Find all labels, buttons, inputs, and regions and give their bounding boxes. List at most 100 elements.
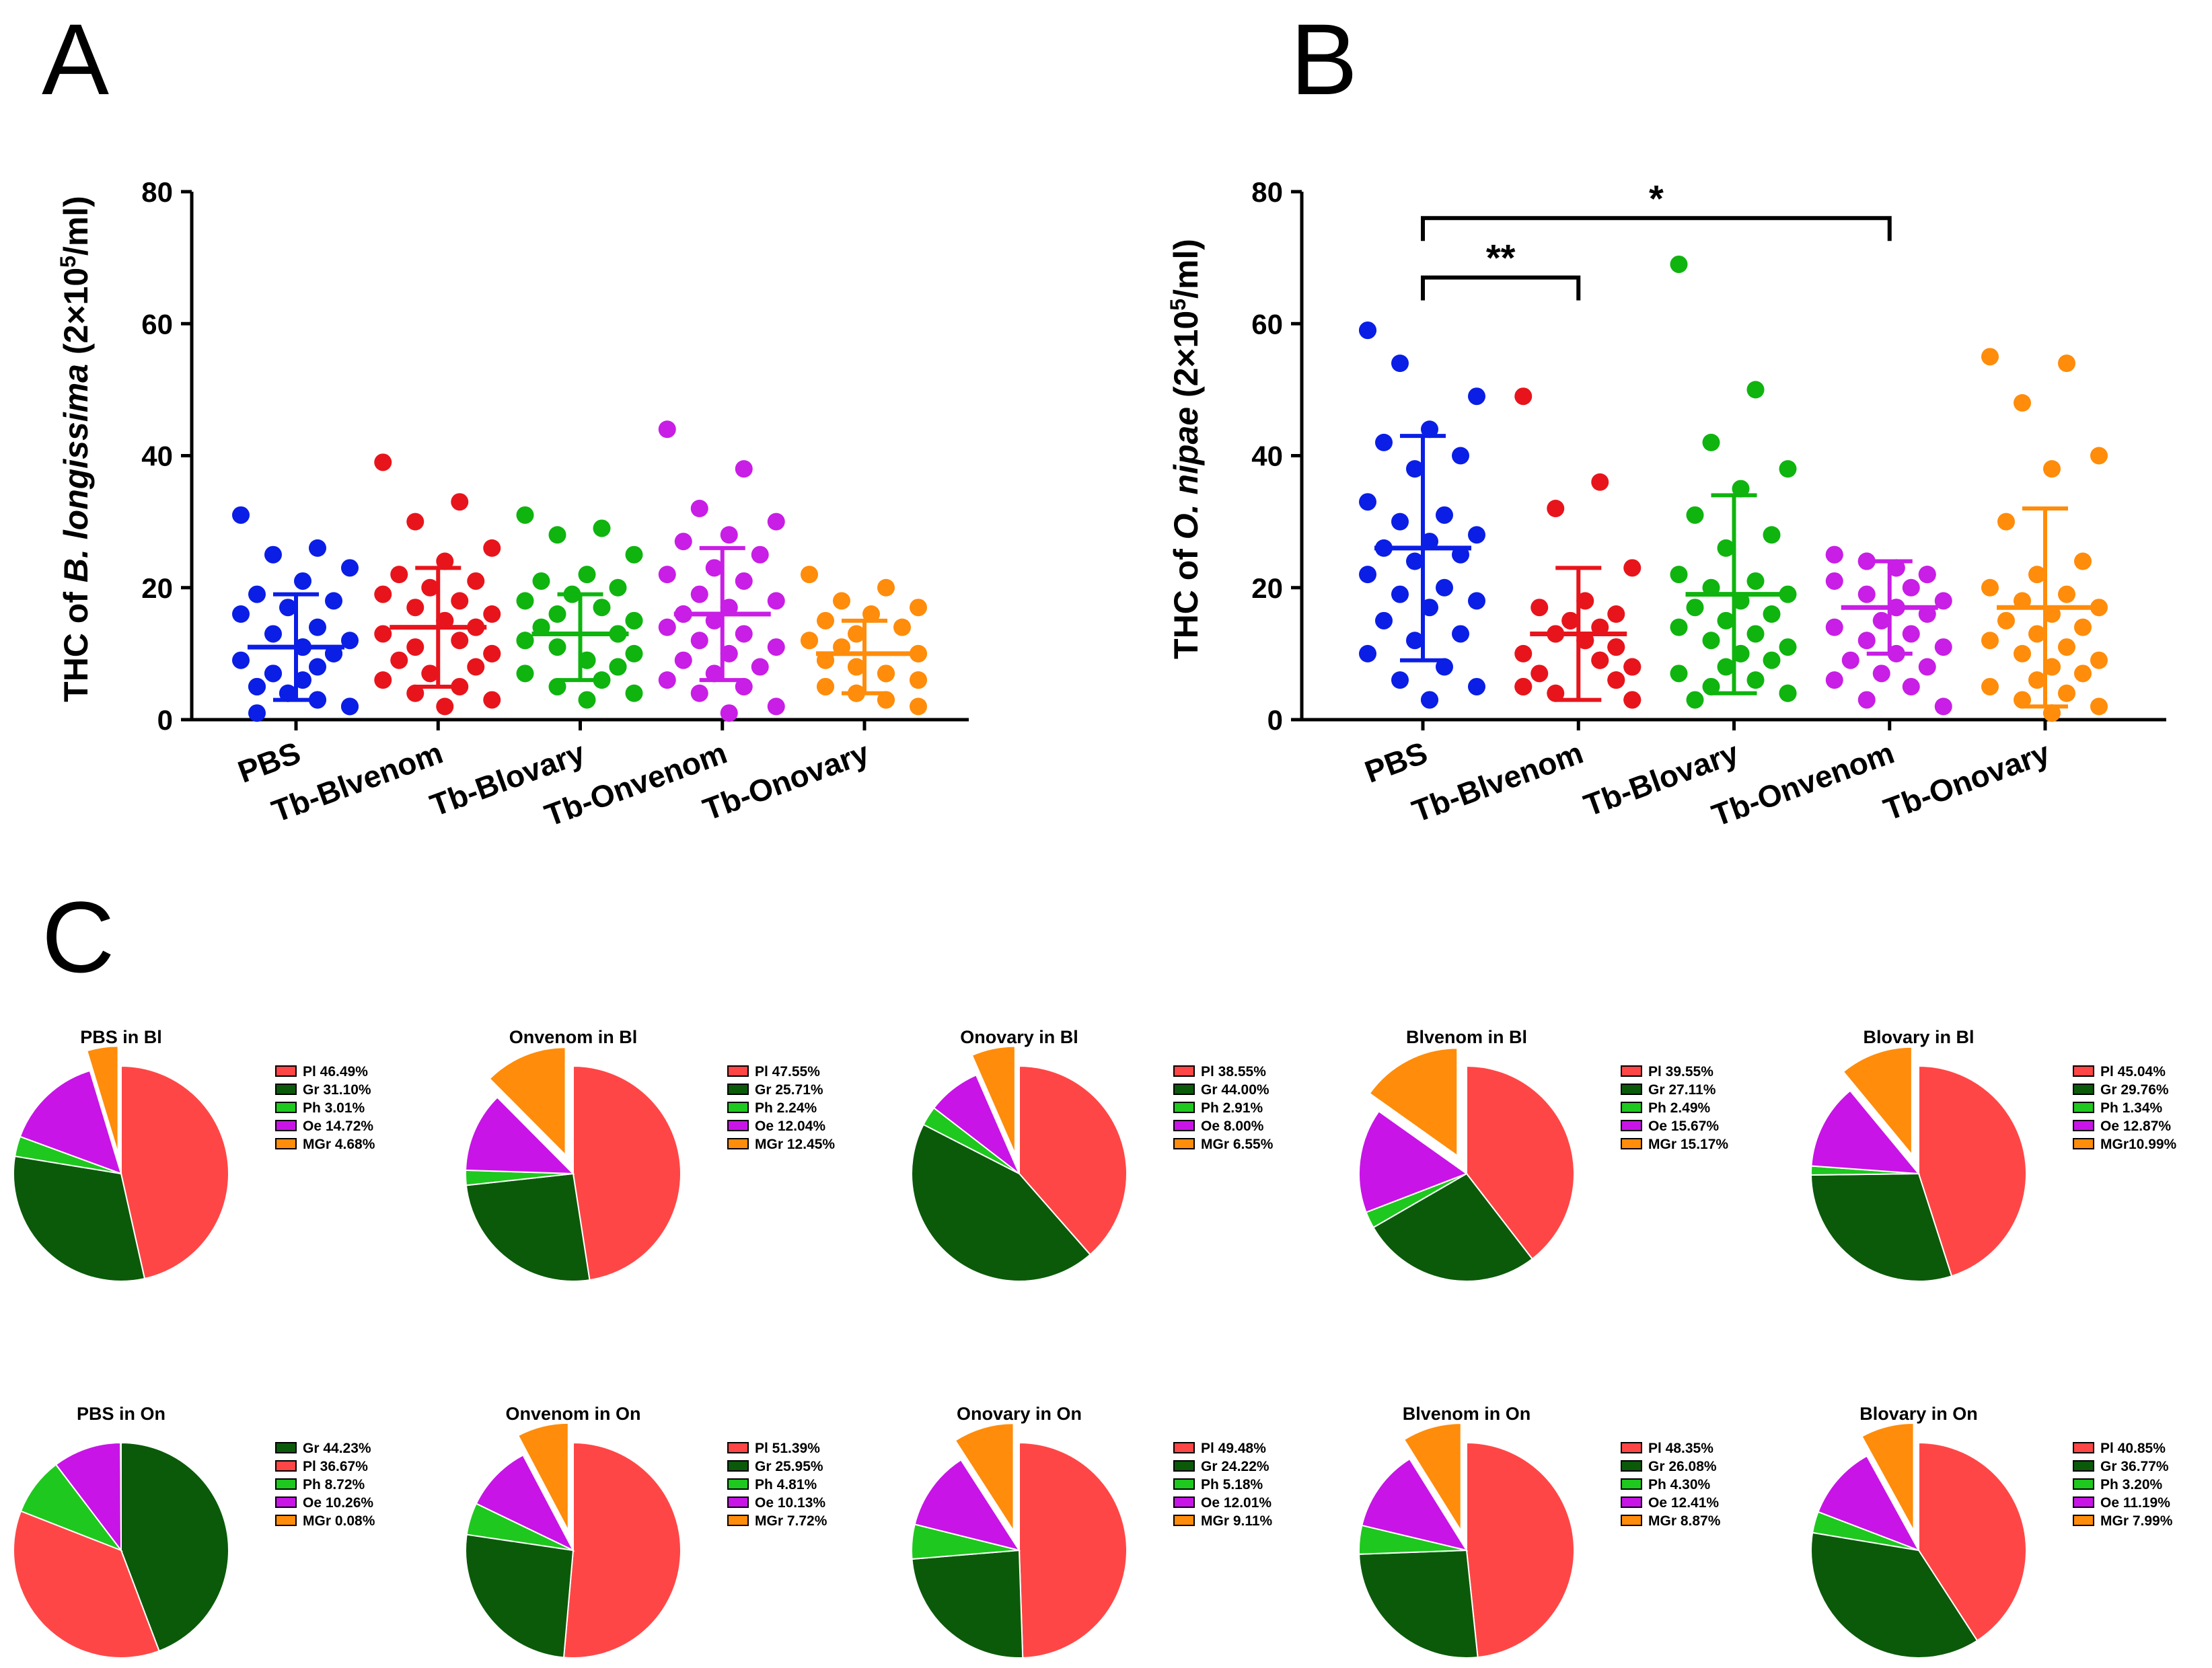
data-point	[374, 671, 392, 689]
data-point	[2043, 704, 2061, 722]
y-tick-label: 0	[1267, 704, 1283, 736]
data-point	[1468, 592, 1485, 610]
data-point	[578, 651, 596, 669]
legend-label: Gr 25.95%	[755, 1459, 823, 1474]
pie-title: PBS in On	[77, 1404, 165, 1424]
series-tb-blvenom	[1514, 387, 1642, 709]
data-point	[735, 625, 753, 643]
data-point	[625, 644, 643, 662]
pie-8: Onovary in On Pl 49.48% Gr 24.22% Ph 5.18% O…	[911, 1404, 1273, 1659]
legend-label: Gr 36.77%	[2100, 1459, 2169, 1474]
legend-label: Ph 4.81%	[755, 1477, 817, 1492]
data-point	[341, 559, 359, 577]
legend-label: Ph 5.18%	[1201, 1477, 1263, 1492]
data-point	[2090, 447, 2108, 465]
data-point	[767, 592, 785, 610]
data-point	[1670, 665, 1688, 683]
data-point	[1779, 684, 1797, 702]
data-point	[325, 592, 342, 610]
data-point	[374, 625, 392, 643]
data-point	[1436, 578, 1453, 597]
legend-label: Ph 2.24%	[755, 1100, 817, 1116]
data-point	[1359, 493, 1376, 511]
legend-label: Pl 51.39%	[755, 1441, 820, 1456]
data-point	[279, 599, 297, 617]
pie-slice-gr	[1358, 1549, 1479, 1659]
legend-swatch	[727, 1138, 749, 1149]
pie-slice-pl	[1466, 1441, 1576, 1659]
y-tick-label: 80	[1251, 176, 1283, 208]
data-point	[1702, 433, 1720, 451]
legend-label: MGr 15.17%	[1648, 1137, 1728, 1152]
legend-swatch	[275, 1478, 297, 1490]
data-point	[1607, 671, 1625, 689]
data-point	[1763, 605, 1781, 623]
data-point	[2014, 394, 2031, 412]
data-point	[1514, 677, 1533, 695]
data-point	[1359, 644, 1376, 662]
legend-label: Oe 11.19%	[2100, 1495, 2170, 1511]
data-point	[1825, 671, 1843, 689]
data-point	[248, 704, 266, 722]
data-point	[751, 545, 769, 564]
legend-label: Pl 39.55%	[1648, 1064, 1713, 1079]
data-point	[1623, 658, 1642, 676]
data-point	[1934, 697, 1952, 716]
data-point	[374, 453, 392, 471]
y-title-unit-end: /ml)	[57, 196, 95, 256]
data-point	[877, 665, 895, 683]
data-point	[1547, 684, 1565, 702]
pie-slice-oe	[1358, 1110, 1469, 1213]
data-point	[309, 539, 326, 557]
data-point	[1576, 592, 1594, 610]
data-point	[833, 592, 850, 610]
data-point	[2074, 665, 2092, 683]
data-point	[406, 638, 425, 656]
data-point	[1591, 473, 1609, 491]
data-point	[1468, 526, 1485, 544]
legend-swatch	[727, 1515, 749, 1526]
data-point	[1468, 387, 1485, 406]
legend-swatch	[2073, 1496, 2094, 1508]
series-tb-onvenom	[658, 420, 785, 722]
data-point	[1732, 644, 1750, 662]
legend-label: MGr 6.55%	[1201, 1137, 1274, 1152]
data-point	[1623, 559, 1642, 577]
legend-swatch	[1173, 1084, 1195, 1095]
data-point	[294, 671, 311, 689]
legend-swatch	[1621, 1496, 1642, 1508]
pie-slice-pl	[1466, 1065, 1576, 1260]
data-point	[1981, 578, 1999, 597]
pie-10: Blovary in On Pl 40.85% Gr 36.77% Ph 3.20% O…	[1810, 1404, 2173, 1659]
data-point	[674, 651, 692, 669]
y-tick-label: 40	[141, 441, 173, 472]
data-point	[1421, 691, 1438, 709]
legend-swatch	[1173, 1138, 1195, 1149]
legend-label: Pl 45.04%	[2100, 1064, 2166, 1079]
legend-label: Ph 2.49%	[1648, 1100, 1711, 1116]
series-tb-onovary	[801, 566, 927, 716]
data-point	[1375, 611, 1393, 630]
pie-9: Blvenom in On Pl 48.35% Gr 26.08% Ph 4.30% O…	[1358, 1404, 1721, 1659]
data-point	[483, 605, 501, 623]
data-point	[264, 625, 282, 643]
pie-slice-mgr	[1861, 1422, 1915, 1531]
data-point	[1406, 552, 1424, 570]
y-title-unit: (2×10	[57, 268, 95, 364]
data-point	[705, 665, 723, 683]
data-point	[264, 545, 282, 564]
pie-slice-oe	[914, 1459, 1021, 1552]
data-point	[877, 578, 895, 597]
legend-label: MGr 0.08%	[303, 1513, 375, 1529]
data-point	[910, 644, 927, 662]
pie-slice-mgr	[488, 1047, 566, 1157]
y-tick-label: 60	[1251, 308, 1283, 340]
data-point	[248, 585, 266, 603]
series-pbs	[232, 506, 359, 722]
data-point	[1436, 506, 1453, 524]
data-point	[1359, 566, 1376, 584]
pie-slice-mgr	[954, 1423, 1015, 1533]
legend-label: Oe 12.87%	[2100, 1119, 2171, 1134]
data-point	[1375, 433, 1393, 451]
data-point	[578, 691, 596, 709]
